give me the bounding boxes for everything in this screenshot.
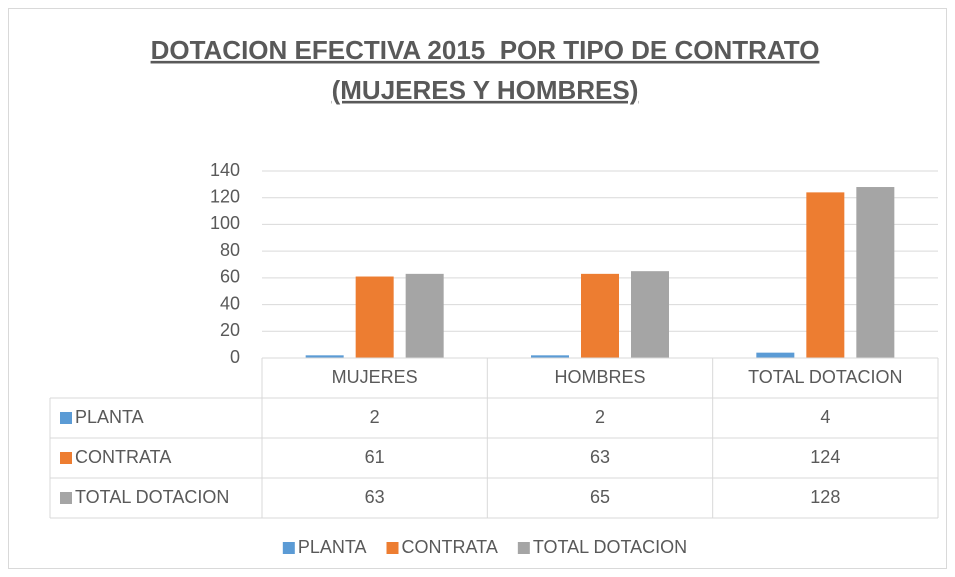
bar: [631, 271, 669, 358]
y-tick-label: 140: [210, 160, 240, 180]
y-tick-label: 40: [220, 293, 240, 313]
table-cell: 2: [595, 407, 605, 427]
chart-border: [8, 8, 947, 569]
bar: [856, 187, 895, 358]
legend-key: [60, 452, 72, 464]
legend-key: [517, 542, 530, 554]
y-tick-label: 100: [210, 213, 240, 233]
x-tick-label: MUJERES: [332, 367, 418, 387]
bar: [355, 276, 394, 358]
bar: [305, 355, 344, 358]
bar: [581, 273, 619, 358]
chart-title: DOTACION EFECTIVA 2015 POR TIPO DE CONTR…: [151, 35, 820, 65]
y-tick-label: 80: [220, 240, 240, 260]
table-cell: 2: [370, 407, 380, 427]
y-tick-label: 0: [230, 347, 240, 367]
bar: [806, 192, 845, 358]
table-cell: 61: [365, 447, 385, 467]
bar: [531, 355, 569, 358]
legend-label: PLANTA: [298, 537, 367, 557]
table-cell: 63: [365, 487, 385, 507]
legend-key: [282, 542, 295, 554]
table-cell: 65: [590, 487, 610, 507]
bar: [756, 352, 795, 358]
x-tick-label: HOMBRES: [554, 367, 645, 387]
table-row-label: CONTRATA: [75, 447, 171, 467]
table-cell: 63: [590, 447, 610, 467]
table-cell: 128: [810, 487, 840, 507]
chart-title: (MUJERES Y HOMBRES): [332, 75, 639, 105]
table-cell: 4: [820, 407, 830, 427]
bar: [405, 273, 444, 358]
legend-key: [60, 492, 72, 504]
y-tick-label: 60: [220, 267, 240, 287]
table-row-label: PLANTA: [75, 407, 144, 427]
table-row-label: TOTAL DOTACION: [75, 487, 229, 507]
legend-key: [60, 412, 72, 424]
legend-label: CONTRATA: [402, 537, 498, 557]
legend-label: TOTAL DOTACION: [533, 537, 687, 557]
table-cell: 124: [810, 447, 840, 467]
y-tick-label: 20: [220, 320, 240, 340]
y-tick-label: 120: [210, 186, 240, 206]
x-tick-label: TOTAL DOTACION: [748, 367, 902, 387]
legend-key: [386, 542, 399, 554]
